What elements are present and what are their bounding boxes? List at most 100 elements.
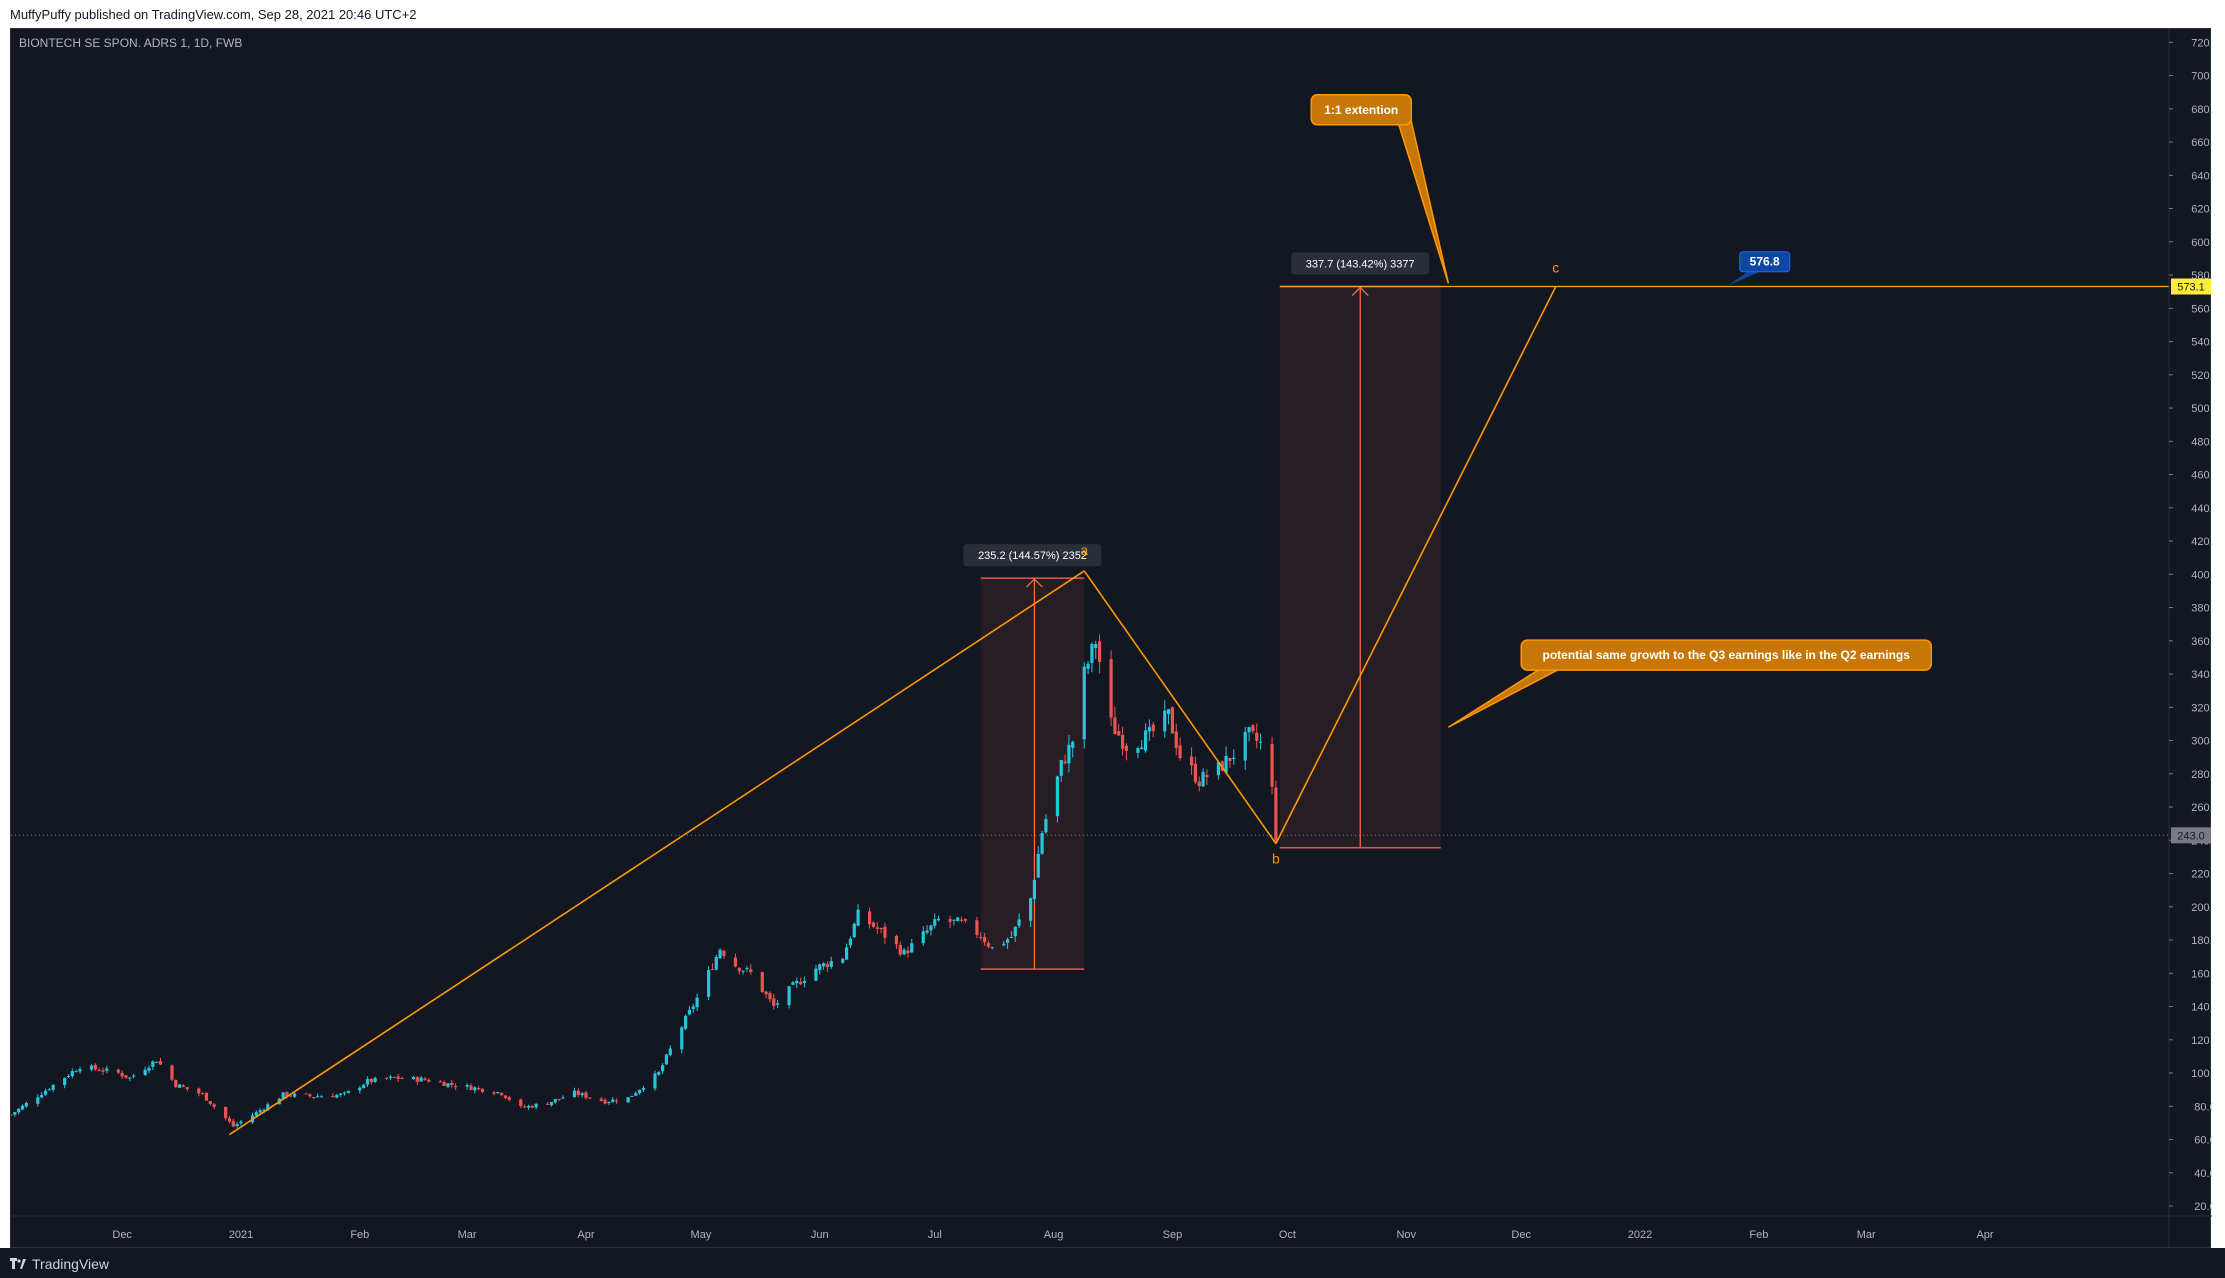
candle-body	[634, 1093, 638, 1096]
price-chart[interactable]: 235.2 (144.57%) 2352 337.7 (143.42%) 3377…	[11, 29, 2212, 1249]
candle-body	[1067, 744, 1071, 764]
candle-body	[40, 1094, 44, 1098]
candle-body	[427, 1079, 431, 1082]
y-tick-label: 640.0	[2191, 170, 2212, 182]
candle-body	[231, 1120, 235, 1127]
candle-body	[982, 937, 987, 943]
candle-body	[1143, 730, 1148, 751]
candle-body	[741, 970, 745, 972]
tradingview-logo-icon	[10, 1258, 26, 1269]
candle-body	[235, 1124, 239, 1127]
candle-body	[1097, 641, 1102, 663]
x-tick-label: Feb	[1749, 1229, 1768, 1241]
candle-body	[1082, 666, 1086, 740]
candle-body	[572, 1090, 577, 1097]
y-tick-label: 300.0	[2191, 736, 2212, 748]
candle-body	[546, 1103, 550, 1105]
candle-body	[1197, 781, 1201, 787]
candle-body	[553, 1099, 557, 1103]
chart-panel[interactable]: 235.2 (144.57%) 2352 337.7 (143.42%) 3377…	[10, 28, 2212, 1249]
candle-body	[1224, 755, 1228, 773]
y-tick-label: 600.0	[2191, 237, 2212, 249]
candle-body	[24, 1102, 28, 1107]
x-tick-label: Jun	[811, 1229, 829, 1241]
x-tick-label: Apr	[1976, 1229, 1993, 1241]
candle-body	[1151, 724, 1155, 731]
candle-body	[369, 1078, 373, 1083]
candle-body	[549, 1102, 554, 1106]
candle-body	[89, 1065, 94, 1070]
candle-body	[990, 947, 994, 949]
candle-body	[879, 928, 883, 930]
candle-body	[358, 1087, 362, 1091]
y-tick-label: 380.0	[2191, 603, 2212, 615]
candle-body	[603, 1099, 607, 1104]
candle-body	[707, 970, 711, 997]
range-label: 235.2 (144.57%) 2352	[978, 550, 1087, 562]
y-tick-label: 620.0	[2191, 204, 2212, 216]
candle-body	[902, 949, 906, 955]
candle-body	[496, 1092, 500, 1094]
candle-body	[450, 1082, 454, 1086]
symbol-title: BIONTECH SE SPON. ADRS 1, 1D, FWB	[19, 36, 243, 50]
candle-body	[898, 944, 902, 955]
x-tick-label: Oct	[1279, 1229, 1296, 1241]
price-label-text: 576.8	[1750, 255, 1780, 269]
y-tick-label: 40.0	[2194, 1168, 2212, 1180]
candle-body	[480, 1088, 485, 1092]
candle-body	[319, 1096, 324, 1098]
candle-body	[1255, 732, 1259, 741]
candle-body	[285, 1091, 289, 1097]
candle-body	[952, 919, 956, 921]
publisher-bar: MuffyPuffy published on TradingView.com,…	[0, 0, 2225, 28]
x-tick-label: Jul	[928, 1229, 942, 1241]
range-label-box	[963, 544, 1102, 567]
candle-body	[523, 1106, 527, 1108]
y-tick-label: 540.0	[2191, 337, 2212, 349]
candle-body	[963, 919, 968, 921]
candle-body	[316, 1096, 320, 1098]
candle-body	[1086, 663, 1090, 669]
candle-body	[1028, 898, 1033, 921]
candle-body	[584, 1092, 588, 1098]
y-tick-label: 340.0	[2191, 669, 2212, 681]
note-box	[1520, 639, 1932, 671]
candle-body	[680, 1027, 684, 1050]
tradingview-logo-text: TradingView	[32, 1256, 110, 1272]
candle-body	[423, 1078, 427, 1080]
candle-body	[1201, 771, 1205, 787]
candle-body	[442, 1082, 446, 1086]
candle-body	[986, 943, 991, 947]
candle-body	[266, 1104, 270, 1111]
price-label-pointer	[1727, 271, 1760, 286]
abc-wave-line	[1083, 570, 1277, 845]
candle-body	[1232, 757, 1236, 759]
y-tick-label: 700.0	[2191, 71, 2212, 83]
y-tick-label: 20.0	[2194, 1201, 2212, 1213]
candle-body	[43, 1090, 48, 1095]
candle-body	[668, 1048, 672, 1056]
candle-body	[1059, 759, 1063, 776]
candle-body	[254, 1112, 258, 1116]
candle-body	[799, 982, 803, 985]
candle-body	[684, 1015, 688, 1029]
candle-body	[653, 1073, 657, 1089]
candle-body	[1109, 659, 1113, 718]
candle-body	[13, 1112, 17, 1115]
candle-body	[1166, 709, 1171, 715]
candle-body	[1193, 763, 1198, 783]
candle-body	[208, 1101, 212, 1105]
candle-body	[362, 1084, 366, 1089]
candle-body	[70, 1071, 74, 1077]
note-growth-text: potential same growth to the Q3 earnings…	[1543, 648, 1911, 662]
candle-body	[331, 1095, 335, 1098]
candle-body	[438, 1081, 442, 1083]
x-tick-label: Dec	[112, 1229, 132, 1241]
y-tick-label: 280.0	[2191, 769, 2212, 781]
candle-body	[745, 968, 749, 970]
y-tick-label: 100.0	[2191, 1068, 2212, 1080]
candle-body	[1055, 776, 1060, 817]
candle-body	[465, 1085, 469, 1087]
candle-body	[1136, 748, 1140, 753]
candle-body	[185, 1087, 189, 1090]
